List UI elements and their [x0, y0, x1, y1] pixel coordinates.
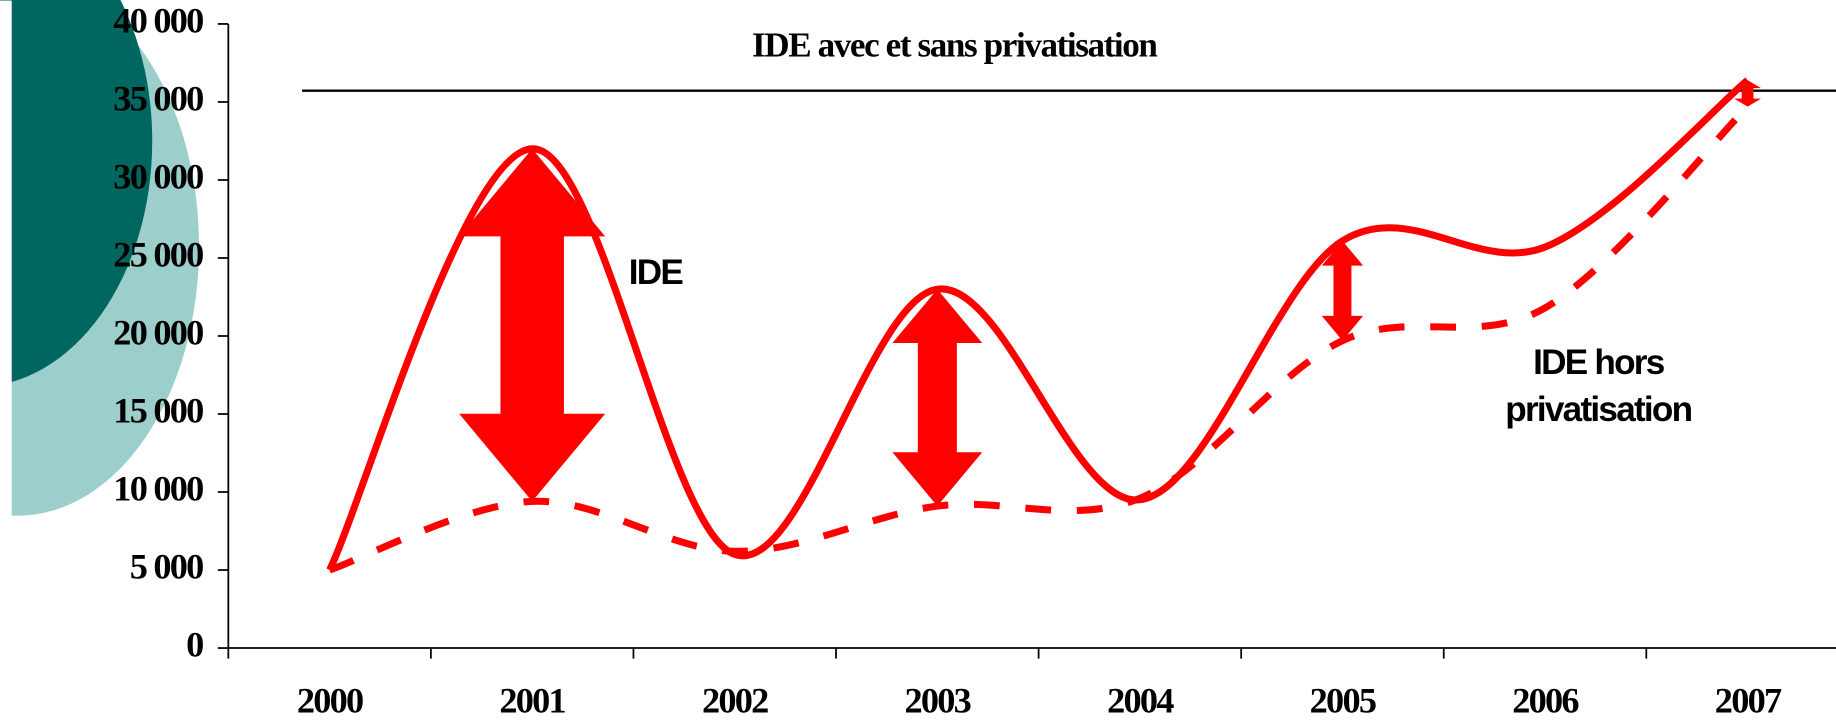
- chart-title: IDE avec et sans privatisation: [752, 26, 1157, 65]
- y-tick-label: 35 000: [113, 78, 203, 118]
- line-series: [328, 104, 1751, 574]
- gap-arrow: [459, 148, 606, 502]
- decor-circle-dark: [0, 0, 153, 385]
- x-tick-label: 2006: [1512, 681, 1579, 720]
- y-tick-label: 5 000: [130, 546, 203, 586]
- x-tick-label: 2001: [499, 681, 565, 720]
- series-label: IDE hors privatisation: [1505, 343, 1693, 430]
- y-tick-label: 0: [186, 624, 203, 664]
- y-tick-label: 15 000: [113, 390, 203, 430]
- x-tick-label: 2003: [905, 681, 971, 720]
- x-tick-label: 2000: [297, 681, 363, 720]
- line-series: [326, 77, 1750, 572]
- x-tick-label: 2007: [1715, 681, 1782, 720]
- series-label: IDE: [629, 253, 684, 292]
- gap-arrow: [892, 289, 983, 507]
- y-tick-label: 10 000: [113, 468, 203, 508]
- series-label-box: IDE hors privatisation: [1505, 343, 1693, 430]
- x-tick-label: 2005: [1310, 681, 1376, 720]
- y-tick-label: 40 000: [113, 0, 203, 40]
- x-tick-label: 2002: [702, 681, 768, 720]
- x-tick-label: 2004: [1107, 681, 1174, 720]
- decor-mask: [0, 0, 12, 720]
- gap-arrow: [1321, 240, 1364, 341]
- y-tick-label: 25 000: [113, 234, 203, 274]
- gap-arrow: [1734, 80, 1762, 107]
- y-tick-label: 20 000: [113, 312, 203, 352]
- y-tick-label: 30 000: [113, 156, 203, 196]
